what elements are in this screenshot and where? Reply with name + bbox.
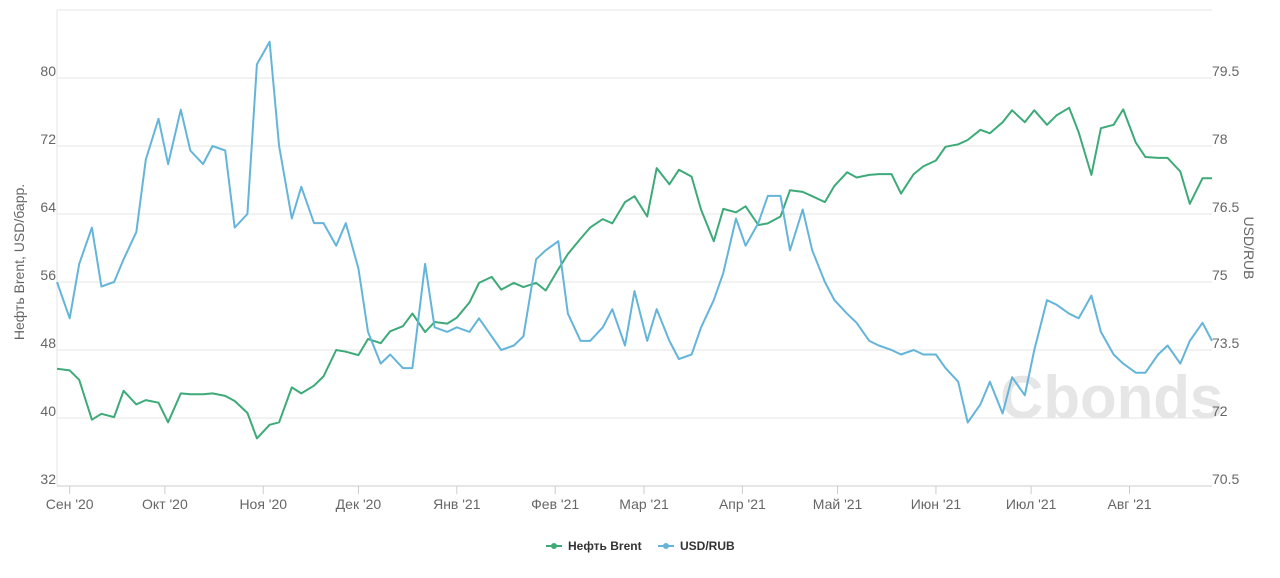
legend: Нефть Brent USD/RUB [546, 539, 735, 553]
right-axis-ticks: 70.5 72 73.5 75 76.5 78 79.5 [1212, 63, 1239, 487]
right-tick-label: 72 [1212, 403, 1228, 419]
x-tick-label: Окт '20 [142, 496, 188, 512]
x-tick-label: Апр '21 [719, 496, 766, 512]
right-axis-title: USD/RUB [1241, 216, 1257, 279]
legend-item-usdrub[interactable]: USD/RUB [658, 539, 735, 553]
right-tick-label: 78 [1212, 131, 1228, 147]
left-tick-label: 64 [40, 199, 56, 215]
right-tick-label: 73.5 [1212, 335, 1239, 351]
x-tick-label: Мар '21 [619, 496, 669, 512]
series-line-brent [56, 106, 1212, 440]
x-tick-label: Июл '21 [1006, 496, 1057, 512]
left-tick-label: 32 [40, 471, 56, 487]
left-axis-title: Нефть Brent, USD/барр. [11, 184, 27, 340]
left-tick-label: 40 [40, 403, 56, 419]
legend-label-usdrub: USD/RUB [680, 539, 735, 553]
x-tick-label: Фев '21 [531, 496, 579, 512]
right-tick-label: 79.5 [1212, 63, 1239, 79]
right-tick-label: 76.5 [1212, 199, 1239, 215]
series-lines [56, 40, 1213, 440]
left-tick-label: 48 [40, 335, 56, 351]
legend-label-brent: Нефть Brent [568, 539, 642, 553]
left-tick-label: 80 [40, 63, 56, 79]
legend-marker-usdrub [663, 543, 669, 549]
x-tick-label: Авг '21 [1107, 496, 1151, 512]
left-tick-label: 72 [40, 131, 56, 147]
x-tick-label: Дек '20 [336, 496, 382, 512]
series-line-usdrub [56, 40, 1213, 424]
x-tick-label: Май '21 [813, 496, 863, 512]
right-tick-label: 75 [1212, 267, 1228, 283]
legend-item-brent[interactable]: Нефть Brent [546, 539, 642, 553]
x-axis-ticks: Сен '20 Окт '20 Ноя '20 Дек '20 Янв '21 Фев '… [46, 485, 1212, 512]
x-tick-label: Янв '21 [433, 496, 481, 512]
x-tick-label: Июн '21 [911, 496, 962, 512]
left-tick-label: 56 [40, 267, 56, 283]
left-axis-ticks: 32 40 48 56 64 72 80 [40, 63, 56, 487]
x-tick-label: Сен '20 [46, 496, 94, 512]
cbonds-watermark: Cbonds [1000, 364, 1223, 431]
legend-marker-brent [551, 543, 557, 549]
x-tick-label: Ноя '20 [239, 496, 287, 512]
right-tick-label: 70.5 [1212, 471, 1239, 487]
